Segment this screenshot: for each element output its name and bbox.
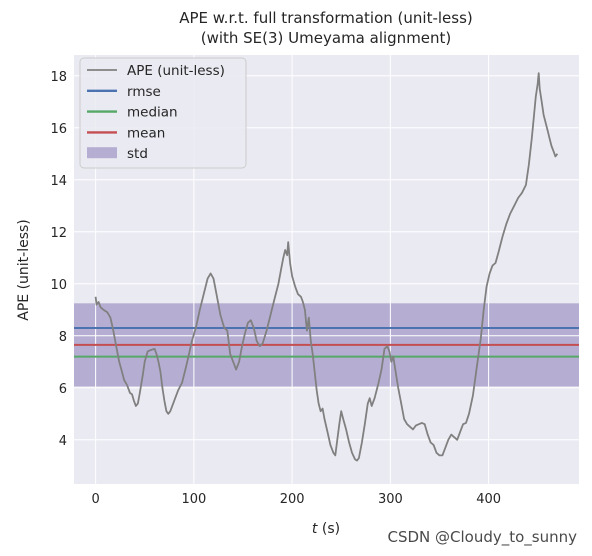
legend: APE (unit-less) rmse median mean std: [79, 57, 247, 169]
y-tick-label: 10: [50, 278, 67, 293]
y-tick-label: 14: [50, 174, 67, 189]
legend-label-0: APE (unit-less): [127, 63, 225, 79]
x-tick-label: 0: [91, 492, 99, 507]
chart-title: APE w.r.t. full transformation (unit-les…: [179, 9, 473, 47]
x-axis-label: t (s): [312, 521, 340, 537]
x-tick-label: 100: [181, 492, 206, 507]
x-tick-label: 300: [378, 492, 403, 507]
x-tick-labels: 0 100 200 300 400: [91, 492, 501, 507]
y-tick-label: 6: [59, 382, 67, 397]
y-axis-label: APE (unit-less): [16, 219, 32, 321]
title-line-2: (with SE(3) Umeyama alignment): [201, 29, 452, 47]
y-tick-label: 12: [50, 226, 67, 241]
legend-label-2: median: [127, 105, 178, 121]
legend-swatch-std: [87, 147, 117, 159]
x-tick-label: 200: [280, 492, 305, 507]
y-tick-label: 16: [50, 122, 67, 137]
y-tick-label: 8: [59, 330, 67, 345]
watermark: CSDN @Cloudy_to_sunny: [387, 528, 577, 547]
y-tick-label: 4: [59, 434, 67, 449]
legend-label-3: mean: [127, 125, 165, 141]
x-axis-label-var: t: [312, 521, 318, 537]
stat-lines: [74, 327, 579, 358]
x-axis-label-unit: (s): [317, 521, 340, 537]
ape-line: [94, 72, 559, 462]
x-tick-label: 400: [476, 492, 501, 507]
legend-label-1: rmse: [127, 84, 161, 100]
y-tick-label: 18: [50, 70, 67, 85]
ape-series-layer: [94, 72, 559, 462]
legend-label-4: std: [127, 146, 148, 162]
title-line-1: APE w.r.t. full transformation (unit-les…: [179, 9, 473, 27]
y-tick-labels: 4 6 8 10 12 14 16 18: [50, 70, 67, 449]
legend-box: [79, 57, 247, 169]
